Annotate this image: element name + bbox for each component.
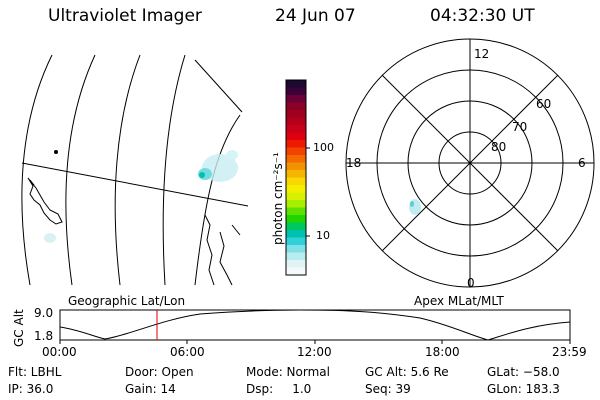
door-info: Door: Open bbox=[125, 365, 194, 379]
colorbar-tick-100: 100 bbox=[313, 141, 334, 154]
colorbar-segment bbox=[286, 95, 306, 104]
colorbar-segment bbox=[286, 192, 306, 201]
glat-info: GLat: −58.0 bbox=[487, 365, 560, 379]
colorbar-segment bbox=[286, 162, 306, 171]
date-label: 24 Jun 07 bbox=[275, 6, 356, 26]
colorbar-unit-label: photon cm⁻²s⁻¹ bbox=[271, 152, 285, 245]
colorbar-segment bbox=[286, 87, 306, 96]
polar-label-bottom: 0 bbox=[467, 276, 475, 290]
seq-info: Seq: 39 bbox=[365, 382, 411, 396]
colorbar-segment bbox=[286, 110, 306, 119]
timeline-xtick-1: 06:00 bbox=[170, 345, 205, 359]
colorbar-segment bbox=[286, 80, 306, 89]
glon-info: GLon: 183.3 bbox=[487, 382, 560, 396]
polar-plot bbox=[345, 38, 595, 288]
timeline-frame bbox=[59, 309, 571, 341]
timeline-right-label: Apex MLat/MLT bbox=[414, 294, 504, 308]
colorbar-segment bbox=[286, 245, 306, 254]
colorbar-segment bbox=[286, 147, 306, 156]
timeline-ytick-bottom: 1.8 bbox=[34, 329, 54, 343]
aurora-patch bbox=[44, 150, 238, 243]
colorbar-segment bbox=[286, 230, 306, 239]
ip-info: IP: 36.0 bbox=[8, 382, 54, 396]
colorbar-segment bbox=[286, 207, 306, 216]
colorbar-segment bbox=[286, 215, 306, 224]
time-label: 04:32:30 UT bbox=[430, 6, 535, 26]
colorbar-segment bbox=[286, 170, 306, 179]
colorbar-segment bbox=[286, 267, 306, 276]
filter-info: Flt: LBHL bbox=[8, 365, 62, 379]
timeline-axis-title: GC Alt bbox=[12, 309, 26, 347]
dsp-info: Dsp: 1.0 bbox=[246, 382, 312, 396]
mode-info: Mode: Normal bbox=[246, 365, 330, 379]
timeline-left-label: Geographic Lat/Lon bbox=[68, 294, 186, 308]
polar-label-left: 18 bbox=[346, 156, 362, 170]
colorbar-segment bbox=[286, 102, 306, 111]
colorbar-segment bbox=[286, 252, 306, 261]
colorbar-segment bbox=[286, 237, 306, 246]
polar-label-right: 6 bbox=[578, 156, 586, 170]
polar-lat-60: 60 bbox=[536, 97, 552, 111]
colorbar-segment bbox=[286, 260, 306, 269]
colorbar-segment bbox=[286, 177, 306, 186]
gc-alt-info: GC Alt: 5.6 Re bbox=[365, 365, 449, 379]
colorbar-segment bbox=[286, 132, 306, 141]
colorbar bbox=[285, 79, 310, 276]
timeline-ytick-top: 9.0 bbox=[34, 306, 54, 320]
colorbar-frame bbox=[285, 79, 307, 276]
polar-aurora bbox=[409, 199, 421, 215]
polar-lat-70: 70 bbox=[512, 120, 528, 134]
geographic-map bbox=[21, 54, 249, 286]
colorbar-segment bbox=[286, 117, 306, 126]
colorbar-segment bbox=[286, 222, 306, 231]
timeline-plot bbox=[59, 309, 571, 344]
colorbar-segment bbox=[286, 155, 306, 164]
instrument-title: Ultraviolet Imager bbox=[48, 6, 202, 26]
colorbar-segment bbox=[286, 125, 306, 134]
colorbar-segment bbox=[286, 185, 306, 194]
colorbar-segment bbox=[286, 140, 306, 149]
colorbar-segment bbox=[286, 200, 306, 209]
gain-info: Gain: 14 bbox=[125, 382, 176, 396]
polar-label-top: 12 bbox=[474, 47, 490, 61]
timeline-xtick-2: 12:00 bbox=[297, 345, 332, 359]
polar-lat-80: 80 bbox=[491, 140, 507, 154]
timeline-xtick-4: 23:59 bbox=[552, 345, 587, 359]
timeline-xtick-0: 00:00 bbox=[42, 345, 77, 359]
altitude-curve bbox=[59, 309, 571, 341]
colorbar-tick-10: 10 bbox=[316, 229, 330, 242]
timeline-xtick-3: 18:00 bbox=[425, 345, 460, 359]
